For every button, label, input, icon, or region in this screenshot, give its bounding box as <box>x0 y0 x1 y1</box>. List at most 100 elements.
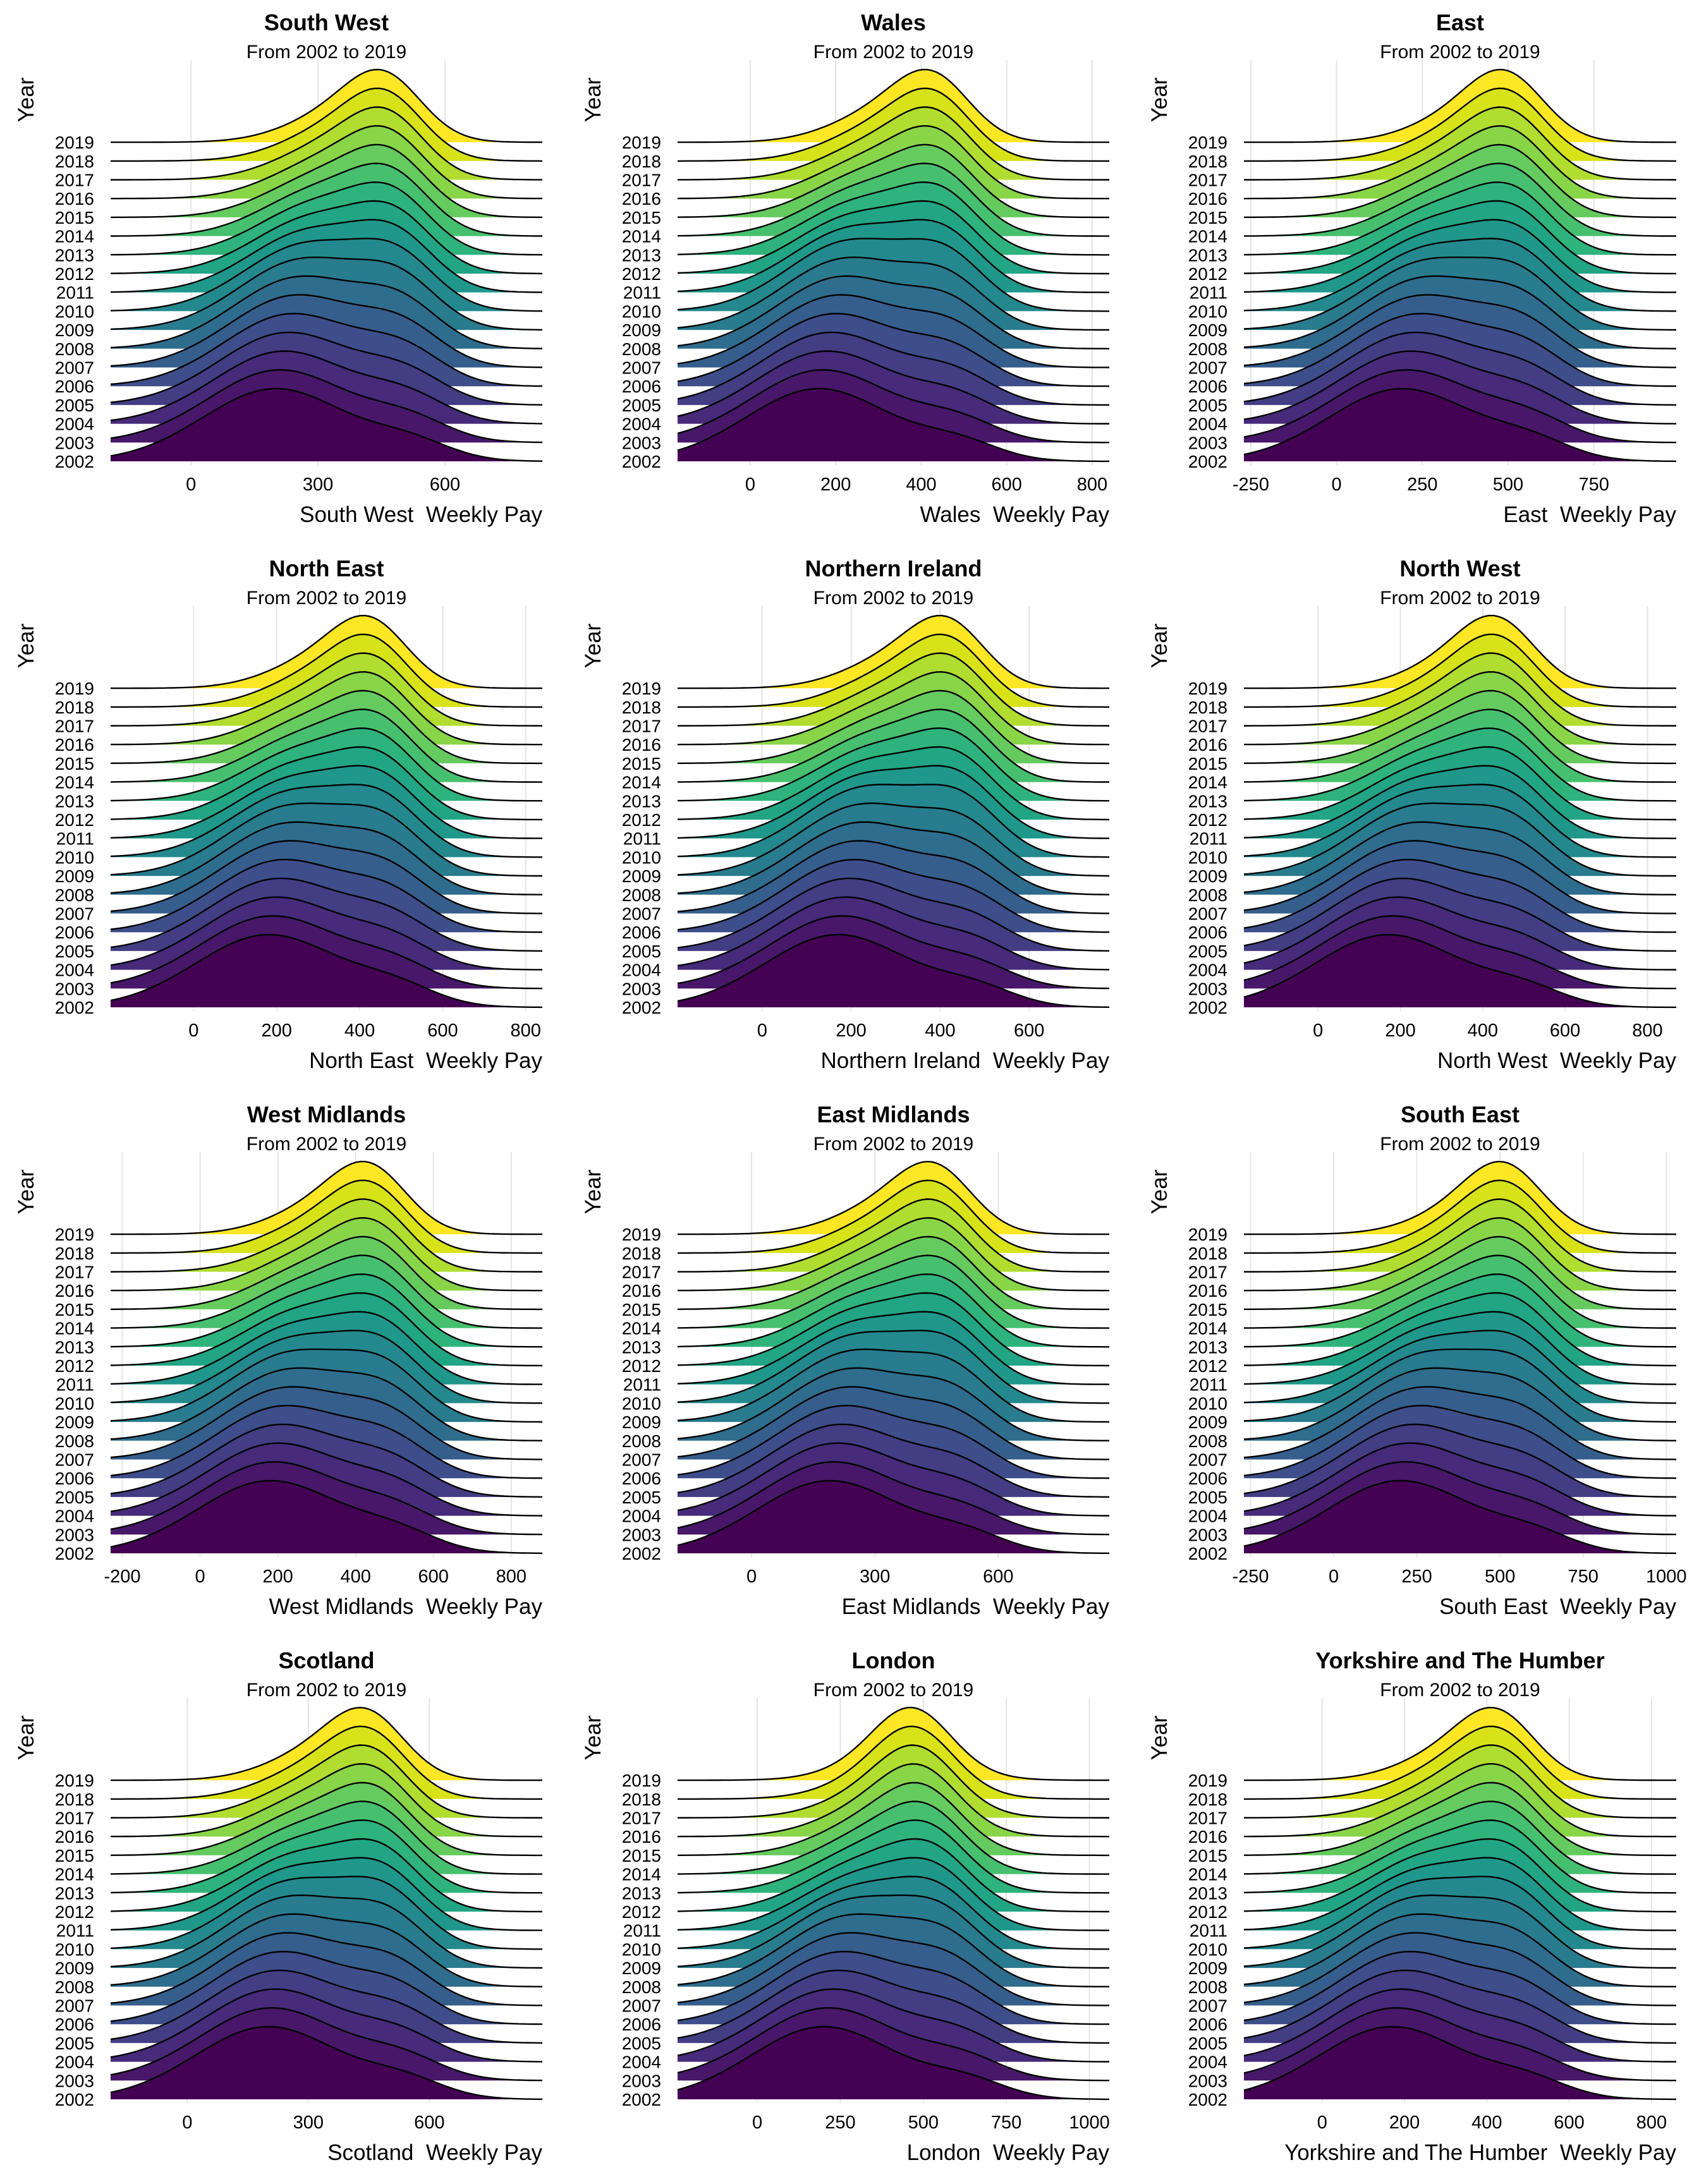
year-label-2019: 2019 <box>55 1225 94 1244</box>
year-label-2019: 2019 <box>1188 1771 1227 1790</box>
ridge-line-2019 <box>1244 614 1676 689</box>
year-label-2009: 2009 <box>622 1412 661 1432</box>
ridge-line-2011 <box>677 219 1109 293</box>
ridge-line-2016 <box>111 1216 542 1292</box>
panel-title: Yorkshire and The Humber <box>1315 1647 1604 1673</box>
year-label-2018: 2018 <box>1188 1790 1227 1809</box>
ridge-line-2008 <box>1243 821 1677 895</box>
ridge-line-2003 <box>1243 915 1676 990</box>
ridge-line-2015 <box>110 143 542 219</box>
ridge-line-2016 <box>1244 670 1676 746</box>
year-label-2007: 2007 <box>1188 904 1227 924</box>
ridge-line-2012 <box>110 746 543 821</box>
year-label-2019: 2019 <box>1188 1225 1227 1244</box>
ridge-line-2004 <box>110 896 543 971</box>
year-label-2003: 2003 <box>1188 2071 1227 2090</box>
year-label-2002: 2002 <box>1188 998 1227 1017</box>
ridge-line-2007 <box>1243 840 1676 914</box>
panel-title: Scotland <box>278 1647 374 1673</box>
year-label-2003: 2003 <box>1188 433 1227 452</box>
ridge-line-2017 <box>110 1744 542 1819</box>
x-tick-label-10-2: 500 <box>908 2113 939 2133</box>
year-label-2005: 2005 <box>622 2034 661 2053</box>
ridge-fill-2002 <box>1244 1481 1676 1553</box>
ridge-line-2015 <box>1244 143 1677 219</box>
x-tick-label-8-2: 250 <box>1401 1567 1432 1587</box>
year-label-2013: 2013 <box>1188 791 1227 811</box>
year-label-2005: 2005 <box>55 396 94 415</box>
ridge-line-2011 <box>110 765 542 839</box>
x-tick-label-8-0: -250 <box>1232 1567 1269 1587</box>
year-label-2017: 2017 <box>622 171 661 190</box>
panel-title: South West <box>264 9 389 35</box>
ridge-line-2014 <box>678 708 1109 783</box>
year-label-2003: 2003 <box>1188 979 1227 998</box>
year-label-2005: 2005 <box>1188 942 1227 961</box>
panel-4: Northern Ireland From 2002 to 2019 Year 200… <box>581 555 1109 1073</box>
ridge-line-2019 <box>111 1706 542 1781</box>
ridge-line-2002 <box>1243 387 1677 463</box>
ridge-line-2002 <box>677 933 1110 1008</box>
year-label-2014: 2014 <box>55 227 94 246</box>
ridge-line-2017 <box>677 1198 1109 1273</box>
y-axis-label: Year <box>14 1169 39 1214</box>
year-label-2018: 2018 <box>622 152 661 171</box>
year-label-2007: 2007 <box>622 1450 661 1470</box>
ridge-line-2018 <box>678 1179 1109 1254</box>
year-label-2016: 2016 <box>55 1281 94 1301</box>
ridge-line-2018 <box>1244 1179 1676 1254</box>
ridge-line-2004 <box>1243 896 1676 971</box>
ridge-line-2006 <box>677 858 1109 933</box>
ridge-line-2019 <box>1244 1160 1676 1235</box>
x-axis-label: South West Weekly Pay <box>300 502 542 527</box>
ridge-fill-2019 <box>111 70 542 143</box>
ridge-line-2002 <box>110 1479 543 1555</box>
ridge-line-2014 <box>678 1254 1109 1329</box>
year-label-2008: 2008 <box>1188 885 1227 905</box>
year-label-2016: 2016 <box>1188 1827 1227 1847</box>
ridge-line-2011 <box>1243 765 1676 839</box>
year-label-2004: 2004 <box>1188 415 1227 434</box>
year-label-2009: 2009 <box>55 320 94 340</box>
year-label-2017: 2017 <box>1188 1263 1227 1282</box>
year-label-2006: 2006 <box>55 1469 94 1488</box>
ridge-line-2004 <box>677 1442 1109 1517</box>
ridge-line-2002 <box>110 387 543 462</box>
ridge-line-2009 <box>1243 256 1676 331</box>
ridge-line-2005 <box>1243 877 1676 952</box>
ridge-line-2019 <box>1244 1706 1676 1781</box>
x-tick-label-10-3: 750 <box>991 2113 1021 2133</box>
ridge-line-2006 <box>677 1950 1109 2025</box>
x-tick-label-4-2: 400 <box>925 1021 955 1041</box>
x-tick-label-6-3: 400 <box>340 1567 370 1587</box>
year-label-2018: 2018 <box>622 698 661 717</box>
ridge-line-2013 <box>1243 181 1676 256</box>
ridge-fill-2002 <box>111 935 542 1007</box>
year-label-2015: 2015 <box>55 208 94 228</box>
year-label-2003: 2003 <box>622 2071 661 2090</box>
year-label-2008: 2008 <box>55 885 94 905</box>
x-tick-label-7-2: 600 <box>983 1567 1013 1587</box>
ridge-fill-2018 <box>678 634 1109 707</box>
year-label-2017: 2017 <box>622 1809 661 1828</box>
year-label-2004: 2004 <box>622 961 661 980</box>
x-tick-label-2-0: -250 <box>1233 475 1269 495</box>
year-label-2019: 2019 <box>622 1225 661 1244</box>
ridge-line-2008 <box>677 1913 1109 1987</box>
ridge-line-2004 <box>677 1988 1109 2063</box>
y-axis-label: Year <box>581 623 606 668</box>
year-label-2019: 2019 <box>622 1771 661 1790</box>
year-label-2006: 2006 <box>622 1469 661 1488</box>
panel-subtitle: From 2002 to 2019 <box>813 1134 974 1155</box>
ridge-line-2006 <box>1243 858 1676 933</box>
year-label-2018: 2018 <box>55 1790 94 1809</box>
ridge-line-2010 <box>677 1876 1110 1950</box>
year-label-2002: 2002 <box>1188 452 1227 471</box>
year-label-2012: 2012 <box>1188 1356 1227 1376</box>
year-label-2018: 2018 <box>1188 1244 1227 1263</box>
panel-subtitle: From 2002 to 2019 <box>1380 1680 1540 1701</box>
ridge-line-2009 <box>1243 1348 1676 1423</box>
ridge-line-2002 <box>677 387 1109 463</box>
